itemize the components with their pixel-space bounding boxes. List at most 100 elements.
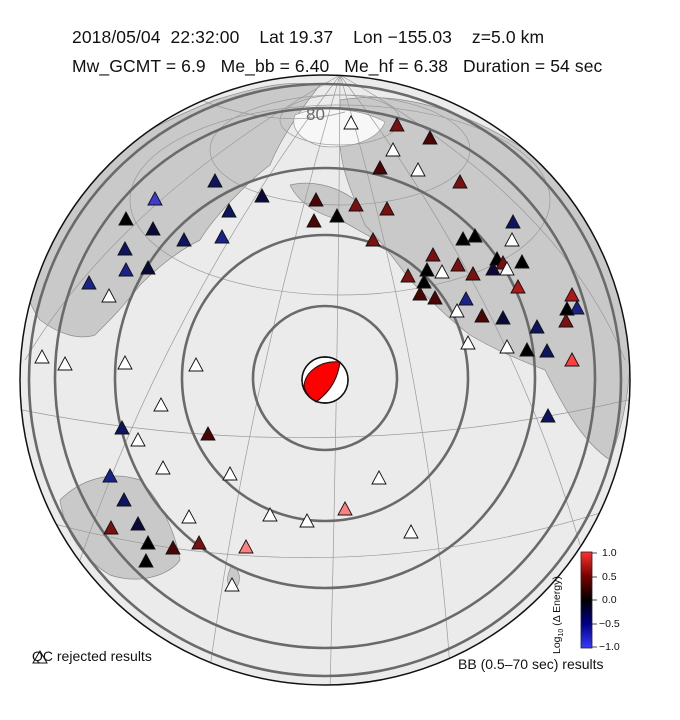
bb-legend-label: BB (0.5–70 sec) results: [458, 656, 604, 672]
colorbar-tick-1: 1.0: [602, 547, 617, 559]
qc-legend-triangle-icon: [32, 650, 48, 664]
station-marker: [214, 229, 230, 244]
station-marker: [495, 310, 511, 325]
station-marker-qc-rejected: [130, 432, 146, 447]
station-marker: [372, 160, 388, 175]
station-marker-qc-rejected: [371, 470, 387, 485]
station-marker: [114, 420, 130, 435]
event-header-line-1: 2018/05/04 22:32:00 Lat 19.37 Lon −155.0…: [72, 27, 544, 48]
station-marker-qc-rejected: [299, 513, 315, 528]
station-marker: [558, 313, 574, 328]
station-marker: [455, 231, 471, 246]
ring-60deg: [113, 166, 537, 590]
station-marker-qc-rejected: [155, 460, 171, 475]
station-marker: [379, 201, 395, 216]
station-marker-qc-rejected: [434, 264, 450, 279]
station-marker-qc-rejected: [153, 397, 169, 412]
station-marker: [422, 130, 438, 145]
distance-rings: [27, 82, 623, 678]
station-marker: [147, 191, 163, 206]
station-marker: [238, 539, 254, 554]
station-marker: [519, 342, 535, 357]
station-marker: [306, 213, 322, 228]
station-marker: [116, 492, 132, 507]
event-date: 2018/05/04: [72, 27, 161, 47]
station-marker-qc-rejected: [262, 507, 278, 522]
station-marker-qc-rejected: [449, 303, 465, 318]
colorbar-tick-3: 0.0: [602, 594, 617, 606]
event-depth: z=5.0 km: [471, 27, 545, 47]
mw-value: 6.9: [181, 56, 206, 76]
station-marker: [207, 173, 223, 188]
station-marker-qc-rejected: [224, 577, 240, 592]
station-marker: [329, 208, 345, 223]
station-marker-qc-rejected: [181, 509, 197, 524]
ring-40deg: [180, 233, 470, 523]
station-marker: [140, 260, 156, 275]
me-hf-value: 6.38: [413, 56, 449, 76]
station-marker-qc-rejected: [504, 232, 520, 247]
station-marker: [412, 286, 428, 301]
event-header-line-2: Mw_GCMT = 6.9 Me_bb = 6.40 Me_hf = 6.38 …: [72, 56, 603, 76]
station-marker: [465, 266, 481, 281]
qc-legend-label: QC rejected results: [32, 648, 152, 664]
station-marker-qc-rejected: [410, 162, 426, 177]
latitude-label: 80: [306, 105, 325, 124]
focal-mechanism-beachball: [301, 356, 349, 404]
event-lat: 19.37: [288, 27, 334, 47]
station-marker: [389, 117, 405, 132]
station-marker: [308, 192, 324, 207]
colorbar-title: Log10 (Δ Energy): [551, 576, 566, 654]
event-lon: −155.03: [387, 27, 452, 47]
station-marker-qc-rejected: [34, 349, 50, 364]
station-marker: [458, 291, 474, 306]
globe-outline: [19, 74, 631, 686]
station-marker: [564, 287, 580, 302]
station-marker: [529, 319, 545, 334]
station-marker-qc-rejected: [385, 142, 401, 157]
station-marker: [221, 203, 237, 218]
station-marker: [118, 262, 134, 277]
station-marker: [416, 274, 432, 289]
station-marker: [569, 300, 585, 315]
station-marker: [348, 197, 364, 212]
station-marker: [254, 188, 270, 203]
mw-label: Mw_GCMT: [72, 56, 161, 76]
station-marker: [365, 232, 381, 247]
station-marker: [138, 553, 154, 568]
station-marker: [452, 174, 468, 189]
station-marker-qc-rejected: [101, 288, 117, 303]
ring-80deg: [53, 106, 597, 650]
station-marker: [117, 241, 133, 256]
station-marker-qc-rejected: [460, 335, 476, 350]
station-marker: [425, 247, 441, 262]
station-marker: [200, 426, 216, 441]
landmass-asia: [20, 82, 321, 338]
station-marker-qc-rejected: [403, 524, 419, 539]
station-marker: [140, 535, 156, 550]
ring-20deg: [251, 304, 399, 452]
station-marker: [191, 535, 207, 550]
colorbar-tick-5: −1.0: [599, 641, 620, 653]
lon-label: Lon: [353, 27, 383, 47]
station-marker: [564, 352, 580, 367]
station-marker: [81, 275, 97, 290]
station-marker-qc-rejected: [57, 356, 73, 371]
station-marker: [165, 540, 181, 555]
station-markers: [34, 115, 585, 592]
station-marker: [540, 408, 556, 423]
station-marker: [400, 268, 416, 283]
colorbar-tick-2: 0.5: [602, 571, 617, 583]
station-marker: [130, 516, 146, 531]
station-marker-qc-rejected: [117, 355, 133, 370]
station-marker: [419, 262, 435, 277]
colorbar-tick-4: −0.5: [599, 618, 620, 630]
station-marker: [539, 343, 555, 358]
me-hf-label: Me_hf: [344, 56, 394, 76]
me-bb-value: 6.40: [294, 56, 330, 76]
colorbar: [580, 551, 597, 649]
ring-90deg: [27, 82, 623, 678]
station-marker: [510, 279, 526, 294]
station-marker: [514, 254, 530, 269]
station-marker: [505, 214, 521, 229]
